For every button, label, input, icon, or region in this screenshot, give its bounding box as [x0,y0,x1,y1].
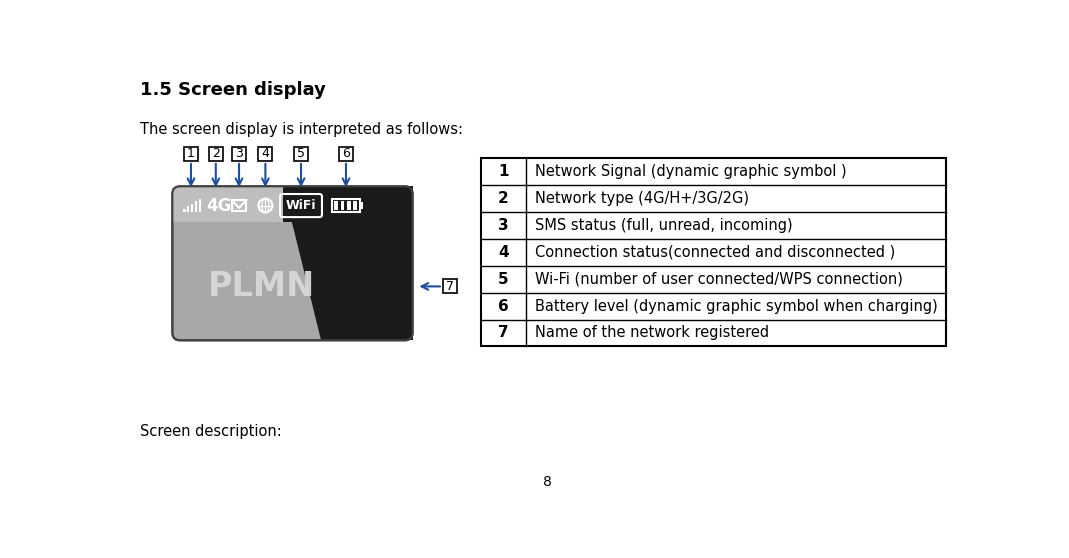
FancyBboxPatch shape [172,186,413,340]
Bar [341,201,344,210]
Text: Network type (4G/H+/3G/2G): Network type (4G/H+/3G/2G) [536,191,749,206]
Text: 7: 7 [446,280,454,293]
Bar [283,186,413,222]
Text: 2: 2 [212,147,220,161]
Bar [183,209,186,213]
Text: 1: 1 [187,147,195,161]
Bar [232,200,246,211]
Text: Name of the network registered: Name of the network registered [536,325,770,340]
Text: 4: 4 [498,244,509,259]
Bar [187,206,189,213]
Text: 1: 1 [498,164,509,179]
Text: WiFi: WiFi [285,199,316,212]
Bar [294,147,308,161]
Text: 7: 7 [498,325,509,340]
Text: SMS status (full, unread, incoming): SMS status (full, unread, incoming) [536,218,793,233]
Text: The screen display is interpreted as follows:: The screen display is interpreted as fol… [140,122,463,137]
Text: 6: 6 [342,147,350,161]
Text: PLMN: PLMN [207,270,315,303]
Bar [335,201,338,210]
Bar [191,204,193,213]
Bar [259,147,273,161]
Text: Connection status(connected and disconnected ): Connection status(connected and disconne… [536,244,896,259]
Text: 4: 4 [262,147,269,161]
Bar [208,147,222,161]
Text: 2: 2 [498,191,509,206]
Bar [346,201,351,210]
Text: 3: 3 [235,147,243,161]
FancyBboxPatch shape [172,186,413,222]
Bar [443,280,456,294]
Bar [195,201,197,213]
Bar [332,199,360,213]
Text: 1.5 Screen display: 1.5 Screen display [140,81,326,99]
Bar [172,214,413,222]
Text: Wi-Fi (number of user connected/WPS connection): Wi-Fi (number of user connected/WPS conn… [536,272,903,287]
Bar [353,201,357,210]
Text: 6: 6 [498,299,509,314]
Polygon shape [283,186,413,340]
Text: Battery level (dynamic graphic symbol when charging): Battery level (dynamic graphic symbol wh… [536,299,938,314]
Text: Screen description:: Screen description: [140,424,281,439]
Bar [481,158,946,347]
Bar [184,147,198,161]
Text: 5: 5 [498,272,509,287]
Text: 8: 8 [543,475,552,489]
Text: 3: 3 [498,218,509,233]
Bar [199,199,201,213]
Text: 5: 5 [297,147,305,161]
Bar [232,147,246,161]
Bar [339,147,353,161]
Bar [360,203,363,209]
Text: 4G: 4G [206,196,232,215]
Text: Network Signal (dynamic graphic symbol ): Network Signal (dynamic graphic symbol ) [536,164,847,179]
